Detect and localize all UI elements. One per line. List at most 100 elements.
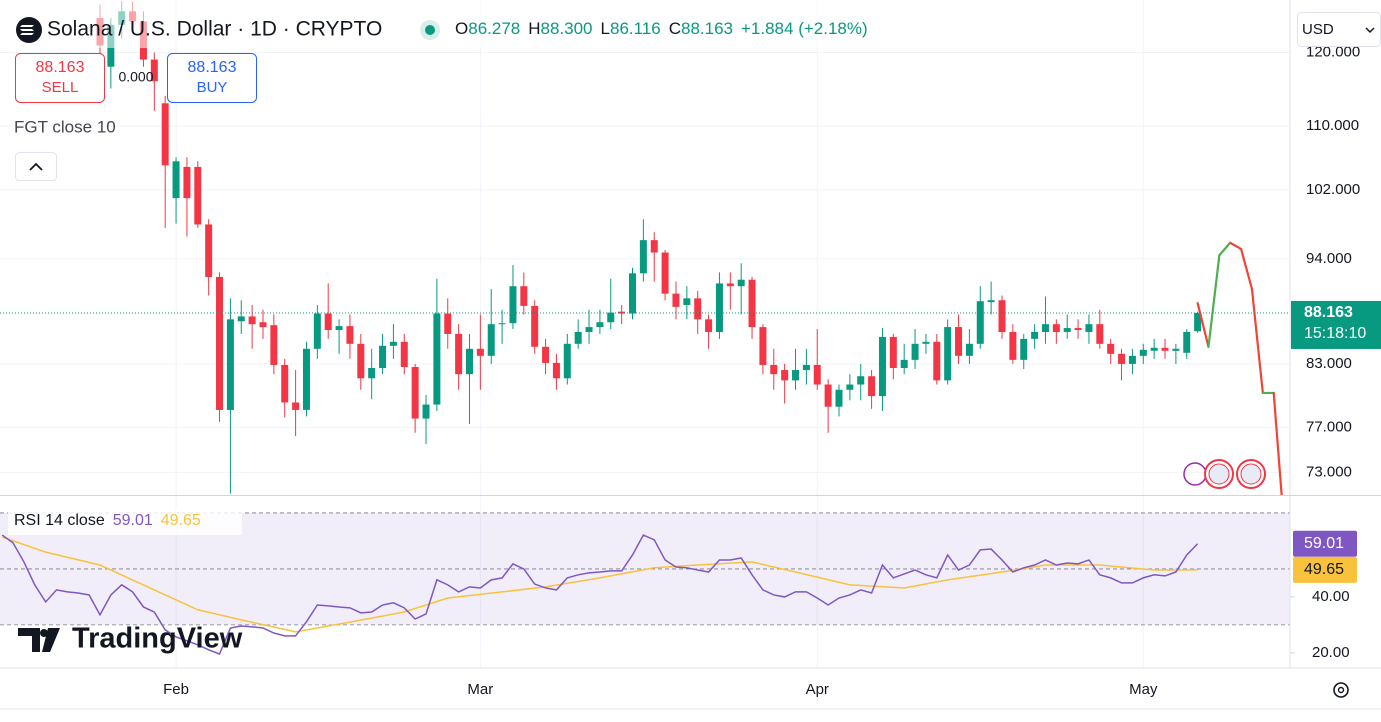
candle-body: [726, 283, 734, 287]
candle-body: [183, 166, 191, 199]
candle-body: [922, 341, 930, 344]
price-pane: [0, 1, 1290, 495]
candle-body: [824, 384, 832, 407]
header-backdrop: [0, 0, 960, 48]
x-tick-label: Apr: [806, 681, 829, 698]
candle-body: [835, 389, 843, 407]
spread: 0.000: [118, 69, 153, 85]
rsi-ma-badge-label: 49.65: [1304, 561, 1344, 578]
rsi-ma-value: 49.65: [161, 512, 201, 529]
candle-body: [748, 279, 756, 328]
candle-body: [520, 286, 528, 306]
candle-body: [1139, 349, 1147, 356]
x-tick-label: May: [1129, 681, 1158, 698]
candle-body: [150, 59, 158, 82]
candle-body: [1161, 347, 1169, 351]
logo-text: TradingView: [72, 623, 243, 655]
candle-body: [705, 319, 713, 332]
y-tick-label: 77.000: [1306, 418, 1352, 435]
y-tick-label: 83.000: [1306, 355, 1352, 372]
rsi-title: RSI 14 close: [14, 512, 105, 529]
candle-body: [400, 341, 408, 367]
candle-body: [476, 348, 484, 356]
sell-button[interactable]: [15, 53, 105, 103]
buy-label: BUY: [197, 79, 228, 96]
candle-body: [226, 319, 234, 410]
ohlc-value: 86.116: [610, 19, 661, 38]
candle-body: [216, 276, 224, 410]
candle-body: [672, 293, 680, 307]
candle-body: [248, 316, 256, 325]
candle-body: [161, 103, 169, 166]
candle-body: [205, 224, 213, 277]
rsi-legend: RSI 14 close 59.01 49.65: [14, 512, 201, 529]
candle-body: [335, 326, 343, 331]
y-tick-label: 94.000: [1306, 250, 1352, 267]
candle-body: [987, 300, 995, 303]
candle-body: [172, 161, 180, 199]
last-price-label: 88.163: [1304, 304, 1353, 321]
forecast-segment: [1196, 301, 1210, 348]
ohlc-value: 88.163: [681, 19, 733, 38]
ohlc-key: L: [601, 19, 610, 38]
candle-body: [433, 313, 441, 405]
symbol-title[interactable]: Solana / U.S. Dollar · 1D · CRYPTO: [47, 18, 382, 41]
logo-dot: [40, 629, 48, 637]
candle-body: [629, 273, 637, 314]
logo-mark: [18, 628, 60, 652]
settings-icon-core: [1337, 686, 1345, 694]
y-tick-label: 120.000: [1306, 44, 1360, 61]
symbol-icon-mark: [20, 25, 34, 35]
settings-icon[interactable]: [1333, 682, 1349, 698]
y-tick-label: 110.000: [1306, 117, 1359, 134]
collapse-button[interactable]: [15, 152, 57, 181]
indicator-legend: FGT close 10: [14, 117, 116, 136]
candle-body: [389, 341, 397, 346]
candle-body: [813, 364, 821, 385]
candle-body: [1020, 338, 1028, 360]
y-tick-label: 40.00: [1312, 588, 1350, 605]
axes: 73.000 77.000 83.000 94.000 102.000 110.000 12…: [163, 44, 1381, 698]
rsi-value: 59.01: [113, 512, 153, 529]
candle-body: [1107, 343, 1115, 354]
candle-body: [596, 322, 604, 328]
x-tick-label: Mar: [467, 681, 493, 698]
candle-body: [878, 336, 886, 397]
collapse-icon: [29, 162, 43, 171]
rsi-badge-label: 59.01: [1304, 535, 1344, 552]
candle-body: [661, 252, 669, 294]
rsi-ma-badge: [1293, 556, 1357, 583]
candle-body: [857, 376, 865, 385]
candle-body: [270, 325, 278, 365]
candle-body: [346, 326, 354, 344]
buy-button[interactable]: [167, 53, 257, 103]
candle-body: [542, 346, 550, 363]
candle-body: [1183, 331, 1191, 353]
rsi-ma-line: [1, 536, 1198, 633]
candle-body: [1074, 328, 1082, 331]
candle-body: [237, 316, 245, 322]
ohlc-value: 86.278: [468, 19, 520, 38]
candle-body: [770, 364, 778, 375]
candle-body: [455, 333, 463, 375]
ohlc-legend: O86.278 H88.300 L86.116 C88.163 +1.884 (+2.1…: [455, 19, 868, 38]
candle-body: [639, 240, 647, 274]
candle-body: [422, 404, 430, 419]
candle-body: [759, 327, 767, 365]
candle-body: [1052, 324, 1060, 332]
candle-body: [281, 364, 289, 403]
candle-body: [911, 343, 919, 360]
forecast-segment: [1272, 391, 1283, 495]
candle-body: [552, 362, 560, 379]
candle-body: [1085, 324, 1093, 332]
candle-body: [955, 327, 963, 356]
price-change: +1.884 (+2.18%): [741, 19, 868, 38]
candle-body: [1128, 355, 1136, 364]
candle-body: [585, 327, 593, 332]
candle-body: [259, 322, 267, 328]
candle-body: [976, 301, 984, 344]
rsi-legend-backdrop: [8, 509, 242, 535]
candle-body: [465, 348, 473, 375]
candle-body: [650, 240, 658, 253]
candle-body: [1150, 347, 1158, 351]
